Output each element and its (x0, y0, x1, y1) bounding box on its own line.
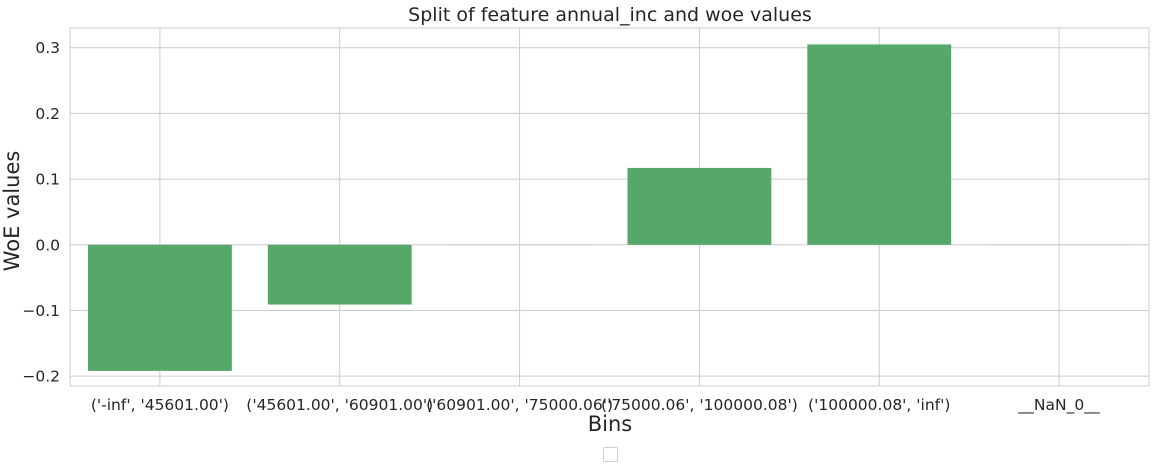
bar (87, 244, 232, 371)
empty-legend (603, 447, 618, 462)
chart-title: Split of feature annual_inc and woe valu… (408, 4, 812, 26)
x-tick-labels: ('-inf', '45601.00') ('45601.00', '60901.… (91, 396, 1100, 415)
bar (807, 44, 952, 245)
x-tick-label: ('60901.00', '75000.06') (426, 396, 613, 414)
x-tick-label: ('100000.08', 'inf') (808, 396, 950, 414)
x-tick-label: __NaN_0__ (1017, 396, 1100, 415)
y-tick-label: 0.2 (35, 105, 60, 123)
plot-area-frame (69, 27, 1150, 387)
y-tick-label: −0.1 (22, 302, 60, 320)
y-tick-label: 0.0 (35, 236, 60, 254)
bars (87, 44, 1132, 371)
y-tick-label: 0.3 (35, 39, 60, 57)
y-axis-label: WoE values (0, 151, 24, 272)
bar (267, 244, 412, 305)
y-tick-label: 0.1 (35, 171, 60, 189)
x-axis-label: Bins (588, 412, 633, 436)
y-tick-labels: −0.2 −0.1 0.0 0.1 0.2 0.3 (22, 39, 60, 385)
bar (627, 167, 772, 245)
x-tick-label: ('75000.06', '100000.08') (601, 396, 798, 414)
x-tick-label: ('-inf', '45601.00') (91, 396, 229, 414)
y-tick-label: −0.2 (22, 368, 60, 386)
x-tick-label: ('45601.00', '60901.00') (246, 396, 433, 414)
